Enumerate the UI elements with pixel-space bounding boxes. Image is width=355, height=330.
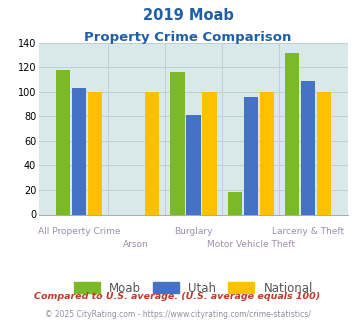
Text: Larceny & Theft: Larceny & Theft [272,226,344,236]
Bar [202,92,217,214]
Bar [317,92,331,214]
Bar [260,92,274,214]
Legend: Moab, Utah, National: Moab, Utah, National [69,277,318,300]
Text: 2019 Moab: 2019 Moab [143,8,234,23]
Bar [285,53,299,214]
Text: © 2025 CityRating.com - https://www.cityrating.com/crime-statistics/: © 2025 CityRating.com - https://www.city… [45,310,310,318]
Text: All Property Crime: All Property Crime [38,226,120,236]
Text: Compared to U.S. average. (U.S. average equals 100): Compared to U.S. average. (U.S. average … [34,292,321,301]
Text: Motor Vehicle Theft: Motor Vehicle Theft [207,240,295,249]
Bar [56,70,70,214]
Bar [72,88,86,214]
Bar [145,92,159,214]
Text: Property Crime Comparison: Property Crime Comparison [84,31,292,44]
Text: Burglary: Burglary [174,226,213,236]
Bar [170,72,185,214]
Bar [88,92,102,214]
Bar [228,192,242,214]
Bar [301,81,315,214]
Bar [244,97,258,214]
Text: Arson: Arson [124,240,149,249]
Bar [186,115,201,214]
